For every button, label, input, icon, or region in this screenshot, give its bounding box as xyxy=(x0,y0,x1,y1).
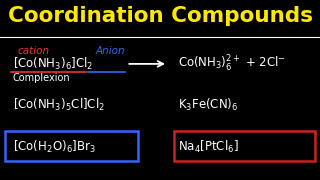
Text: K$_3$Fe(CN)$_6$: K$_3$Fe(CN)$_6$ xyxy=(178,97,238,113)
Text: [Co(H$_2$O)$_6$]Br$_3$: [Co(H$_2$O)$_6$]Br$_3$ xyxy=(13,139,96,155)
Text: Coordination Compounds: Coordination Compounds xyxy=(7,6,313,26)
Text: Na$_4$[PtCl$_6$]: Na$_4$[PtCl$_6$] xyxy=(178,139,238,155)
Text: [Co(NH$_3$)$_5$Cl]Cl$_2$: [Co(NH$_3$)$_5$Cl]Cl$_2$ xyxy=(13,97,105,113)
Text: [Co(NH$_3$)$_6$]Cl$_2$: [Co(NH$_3$)$_6$]Cl$_2$ xyxy=(13,56,93,72)
Bar xyxy=(174,131,315,161)
Text: cation: cation xyxy=(18,46,50,56)
Text: Anion: Anion xyxy=(96,46,126,56)
Text: Co(NH$_3$)$_6^{2+}$ + 2Cl$^{-}$: Co(NH$_3$)$_6^{2+}$ + 2Cl$^{-}$ xyxy=(178,54,285,74)
Bar xyxy=(5,131,138,161)
Text: Complexion: Complexion xyxy=(13,73,70,83)
